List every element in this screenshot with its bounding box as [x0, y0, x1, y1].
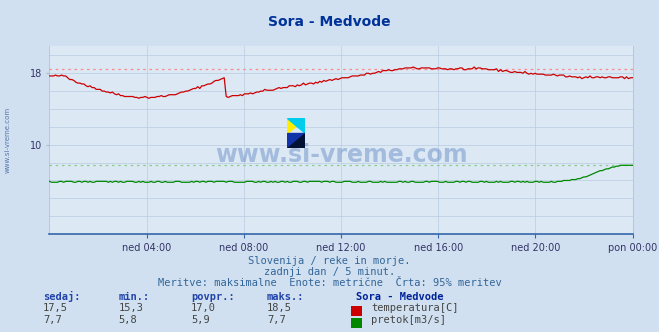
Polygon shape: [287, 133, 305, 148]
Polygon shape: [287, 133, 305, 148]
Text: 17,0: 17,0: [191, 303, 216, 313]
Text: sedaj:: sedaj:: [43, 291, 80, 302]
Text: 18,5: 18,5: [267, 303, 292, 313]
Text: 7,7: 7,7: [267, 315, 285, 325]
Text: maks.:: maks.:: [267, 292, 304, 302]
Text: 15,3: 15,3: [119, 303, 144, 313]
Text: Slovenija / reke in morje.: Slovenija / reke in morje.: [248, 256, 411, 266]
Text: temperatura[C]: temperatura[C]: [371, 303, 459, 313]
Text: Sora - Medvode: Sora - Medvode: [268, 15, 391, 29]
Text: 5,9: 5,9: [191, 315, 210, 325]
Text: 17,5: 17,5: [43, 303, 68, 313]
Text: 5,8: 5,8: [119, 315, 137, 325]
Text: Sora - Medvode: Sora - Medvode: [356, 292, 444, 302]
Text: Meritve: maksimalne  Enote: metrične  Črta: 95% meritev: Meritve: maksimalne Enote: metrične Črta…: [158, 278, 501, 288]
Text: 7,7: 7,7: [43, 315, 61, 325]
Polygon shape: [287, 118, 305, 133]
Text: min.:: min.:: [119, 292, 150, 302]
Text: www.si-vreme.com: www.si-vreme.com: [5, 106, 11, 173]
Text: www.si-vreme.com: www.si-vreme.com: [215, 143, 467, 167]
Polygon shape: [287, 118, 305, 133]
Text: povpr.:: povpr.:: [191, 292, 235, 302]
Text: zadnji dan / 5 minut.: zadnji dan / 5 minut.: [264, 267, 395, 277]
Text: pretok[m3/s]: pretok[m3/s]: [371, 315, 446, 325]
